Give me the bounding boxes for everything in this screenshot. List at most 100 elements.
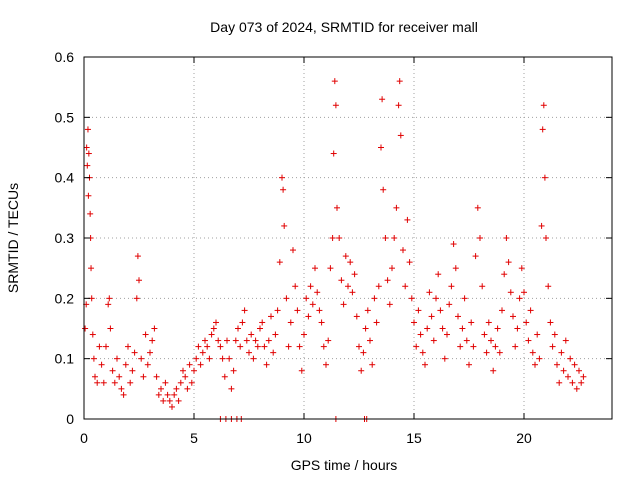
data-point [463, 337, 470, 344]
data-point [331, 78, 338, 85]
data-point [521, 289, 527, 296]
data-point [88, 265, 95, 272]
data-point [327, 265, 334, 272]
data-point [171, 391, 178, 398]
data-point [441, 355, 448, 362]
data-point [402, 283, 409, 290]
data-point [490, 367, 497, 374]
grid [84, 57, 612, 419]
x-tick-label: 15 [406, 430, 422, 446]
data-point [457, 343, 464, 350]
data-point [459, 325, 466, 332]
data-point [160, 397, 167, 404]
y-tick-label: 0.1 [55, 351, 75, 367]
data-point [472, 253, 479, 260]
data-point [125, 343, 131, 350]
data-point [265, 337, 272, 344]
data-point [338, 277, 345, 284]
data-point [529, 349, 536, 356]
data-point [391, 235, 398, 241]
data-point [525, 337, 532, 344]
data-point [116, 373, 123, 380]
data-point [138, 355, 145, 362]
data-point [496, 349, 503, 356]
data-point [514, 325, 521, 332]
data-point [485, 319, 492, 326]
data-point [540, 102, 547, 109]
data-point [576, 367, 582, 374]
data-point [375, 283, 382, 290]
data-point [437, 307, 444, 314]
data-point [426, 289, 433, 296]
data-point [411, 319, 417, 326]
data-point [545, 283, 552, 290]
data-point [512, 343, 519, 350]
data-point [290, 247, 296, 254]
data-point [83, 144, 90, 151]
data-point [439, 325, 446, 332]
data-point [182, 373, 189, 380]
data-point [312, 265, 318, 272]
data-point [226, 355, 233, 362]
data-point [193, 355, 200, 362]
data-point [186, 361, 193, 368]
data-point [360, 349, 367, 356]
data-point [184, 385, 191, 392]
data-point [369, 361, 376, 368]
data-point [499, 307, 505, 314]
data-point [408, 295, 415, 302]
data-point [569, 379, 576, 386]
data-point [538, 222, 545, 229]
data-point [371, 295, 378, 302]
data-point [263, 361, 270, 368]
data-point [131, 349, 138, 356]
data-point [166, 397, 173, 404]
data-point [246, 349, 252, 356]
data-point [274, 307, 281, 314]
data-point [446, 301, 453, 308]
data-point [280, 186, 287, 193]
data-point [547, 319, 554, 326]
data-point [470, 343, 477, 350]
data-point [452, 265, 459, 272]
data-point [379, 96, 386, 103]
x-axis-label: GPS time / hours [291, 457, 398, 473]
data-point [197, 361, 204, 368]
data-point [386, 301, 393, 308]
data-point [330, 150, 337, 157]
data-point [488, 337, 494, 344]
data-point [96, 343, 103, 350]
data-point [314, 289, 321, 296]
data-point [320, 343, 327, 350]
data-point [323, 361, 329, 368]
data-point [503, 235, 510, 241]
x-tick-label: 20 [516, 430, 532, 446]
data-point [501, 271, 508, 278]
data-point [554, 361, 560, 368]
data-point [578, 379, 585, 386]
data-point [195, 343, 202, 350]
data-point [103, 343, 109, 350]
data-point [448, 283, 455, 290]
data-point [109, 367, 116, 374]
data-point [305, 313, 312, 320]
data-point [518, 265, 525, 272]
data-point [173, 385, 180, 392]
data-point [276, 259, 283, 266]
data-point [106, 295, 113, 302]
data-point [347, 259, 354, 266]
data-point [534, 331, 541, 338]
y-axis-label: SRMTID / TECUs [5, 183, 21, 293]
data-point [556, 379, 563, 386]
data-point [549, 343, 556, 350]
data-point [477, 235, 483, 241]
data-point [461, 295, 468, 302]
data-point [367, 337, 373, 344]
data-point [492, 343, 499, 350]
data-point [536, 355, 543, 362]
data-point [158, 385, 164, 392]
data-point [237, 343, 244, 350]
data-point [384, 277, 391, 284]
data-point [134, 253, 141, 260]
data-point [362, 325, 369, 332]
